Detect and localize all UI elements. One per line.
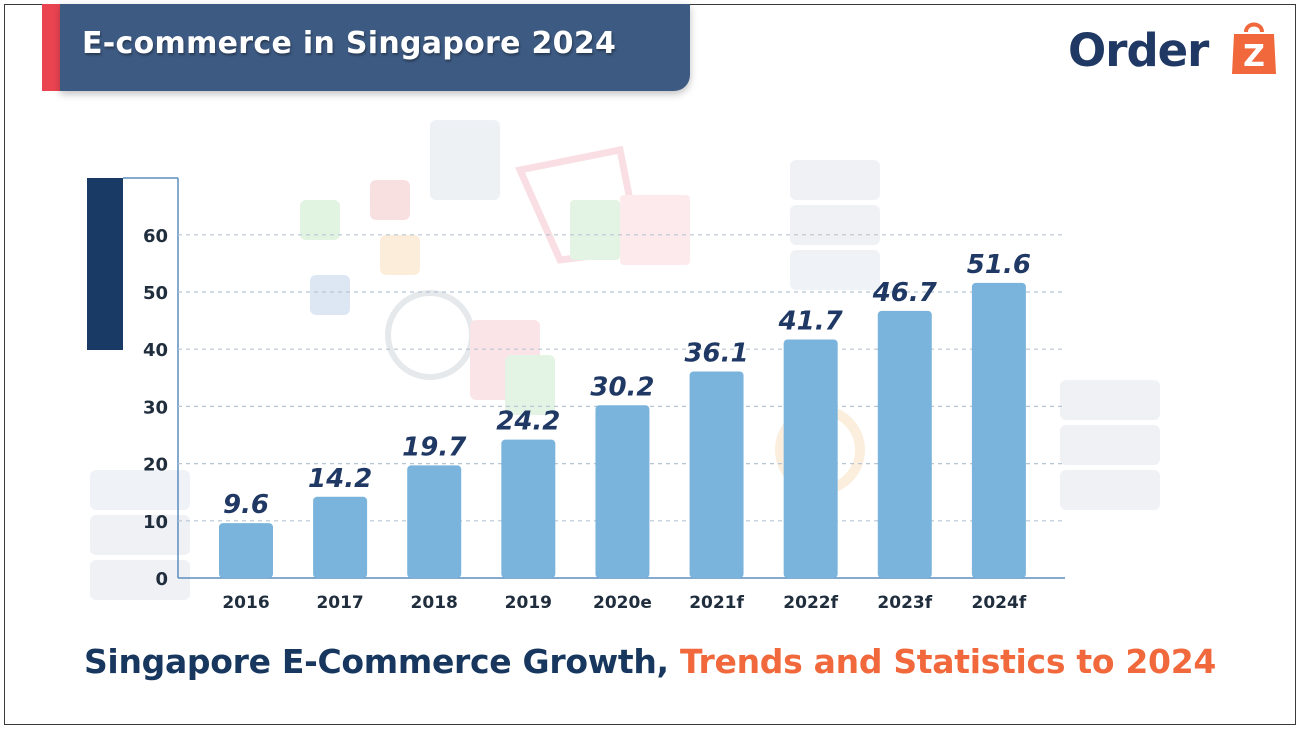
cart-illustration [515,145,645,264]
bar-value-label: 41.7 [778,306,844,336]
footer-headline-part1: Singapore E-Commerce Growth, [83,642,680,681]
box-illustration [570,200,620,260]
footer-headline-part2: Trends and Statistics to 2024 [679,642,1217,681]
shopping-bag-illustration-2 [505,355,555,415]
bar-value-label: 30.2 [590,372,654,402]
y-tick-label: 10 [143,512,168,533]
bar-2019 [501,439,556,578]
tablet-illustration [430,120,500,200]
infographic-frame [4,4,1296,725]
server-illustration-2 [1060,380,1160,420]
bar-2016 [219,523,273,578]
x-tick-label: 2019 [505,593,552,613]
server-illustration-3 [90,470,190,510]
y-tick-label: 40 [143,340,168,361]
x-tick-label: 2017 [316,593,363,613]
bar-2021f [689,371,744,578]
bar-value-label: 19.7 [402,432,467,462]
y-tick-label: 60 [143,226,168,247]
chart-app-icon [300,200,340,240]
bar-value-label: 9.6 [223,490,269,520]
page-title: E-commerce in Singapore 2024 [82,26,617,61]
box-illustration-2 [620,195,690,265]
y-tick-label: 50 [143,283,168,304]
bar-2022f [783,339,838,578]
y-tick-label: 20 [143,455,168,476]
bar-2018 [407,465,462,578]
x-tick-label: 2016 [222,593,269,613]
orderz-logo: Order Z [1068,18,1283,88]
bar-2017 [313,496,368,578]
bar-value-label: 46.7 [872,278,938,308]
y-tick-label: 30 [143,397,168,418]
x-tick-label: 2021f [689,593,744,613]
banner-accent [42,4,60,91]
shopping-bag-icon: Z [1232,22,1276,74]
bar-value-label: 36.1 [684,339,748,369]
axis-accent-block [87,178,123,350]
shopping-bag-illustration [470,320,540,400]
cart-app-icon [370,180,410,220]
bar-2020e [595,405,650,578]
clock-illustration [385,290,475,380]
bar-value-label: 14.2 [308,464,372,494]
x-tick-label: 2024f [972,593,1027,613]
x-tick-label: 2022f [783,593,838,613]
y-tick-label: 0 [155,569,168,590]
x-tick-label: 2018 [411,593,458,613]
user-app-icon [380,235,420,275]
footer-headline: Singapore E-Commerce Growth, Trends and … [0,642,1300,681]
logo-text: Order [1068,24,1209,77]
bar-value-label: 51.6 [967,250,1031,280]
server-illustration [790,160,880,200]
wifi-app-icon [310,275,350,315]
x-tick-label: 2023f [877,593,932,613]
bar-2023f [877,310,932,578]
bar-2024f [971,282,1026,578]
logo-badge-letter: Z [1243,39,1265,74]
title-banner [60,4,690,91]
bar-value-label: 24.2 [496,407,560,437]
x-tick-label: 2020e [593,593,652,613]
